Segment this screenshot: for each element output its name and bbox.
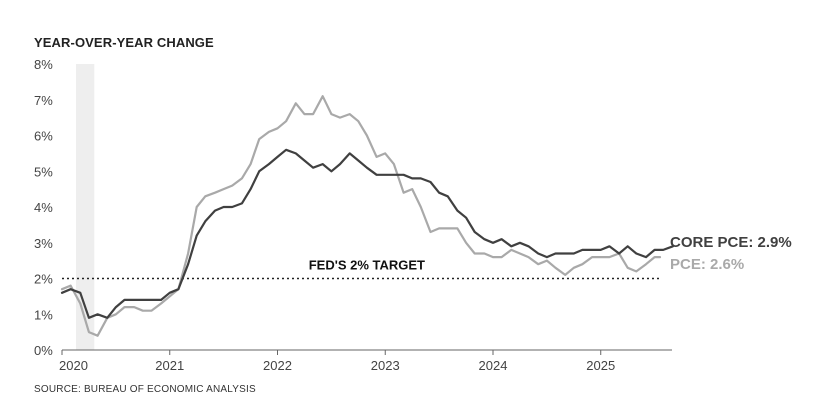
core-pce-end-label: CORE PCE: 2.9% <box>670 234 792 251</box>
y-tick-label: 3% <box>34 236 53 251</box>
y-tick-label: 7% <box>34 93 53 108</box>
x-tick-label: 2024 <box>479 358 508 373</box>
y-tick-label: 4% <box>34 200 53 215</box>
y-tick-label: 6% <box>34 129 53 144</box>
y-tick-label: 1% <box>34 307 53 322</box>
core-pce-line <box>60 148 674 319</box>
x-tick-label: 2020 <box>59 358 88 373</box>
pce-end-label: PCE: 2.6% <box>670 256 744 273</box>
x-tick-label: 2021 <box>155 358 184 373</box>
y-axis-title: YEAR-OVER-YEAR CHANGE <box>34 35 214 50</box>
x-tick-label: 2023 <box>371 358 400 373</box>
source-note: SOURCE: BUREAU OF ECONOMIC ANALYSIS <box>34 384 256 395</box>
pce-line <box>60 95 662 337</box>
shaded-region <box>76 64 95 350</box>
x-tick-label: 2022 <box>263 358 292 373</box>
x-tick-label: 2025 <box>586 358 615 373</box>
y-tick-label: 0% <box>34 343 53 358</box>
target-label: FED'S 2% TARGET <box>309 258 425 273</box>
y-tick-label: 5% <box>34 164 53 179</box>
y-tick-label: 2% <box>34 272 53 287</box>
y-tick-label: 8% <box>34 57 53 72</box>
